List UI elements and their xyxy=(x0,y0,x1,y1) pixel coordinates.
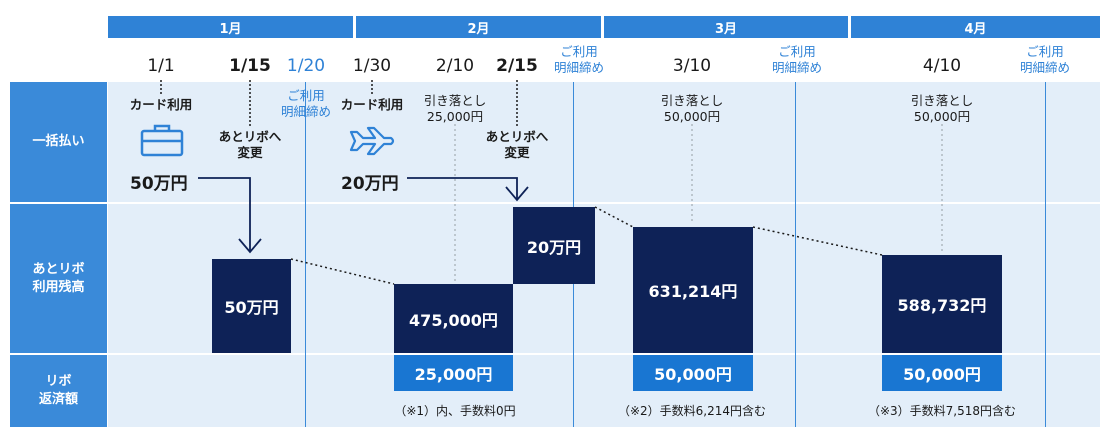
switch-label-feb: あとリボへ 変更 xyxy=(485,129,549,161)
date-2-15: 2/15 xyxy=(496,56,538,76)
fee-note-feb: （※1）内、手数料0円 xyxy=(394,404,516,418)
month-march: 3月 xyxy=(604,16,848,38)
amount-feb: 20万円 xyxy=(341,174,399,194)
flow-line-feb xyxy=(407,177,518,200)
card-use-label-jan: カード利用 xyxy=(129,97,193,112)
statement-close-apr: ご利用 明細締め xyxy=(1019,44,1071,75)
card-use-label-feb: カード利用 xyxy=(340,97,404,112)
flow-line-jan xyxy=(198,177,251,252)
row-header-repayment: リボ 返済額 xyxy=(10,355,107,427)
date-1-30: 1/30 xyxy=(352,56,392,76)
date-1-20: 1/20 xyxy=(286,56,326,76)
briefcase-icon xyxy=(140,124,184,157)
date-1-15: 1/15 xyxy=(229,56,271,76)
switch-label-jan: あとリボへ 変更 xyxy=(218,129,282,161)
date-3-10: 3/10 xyxy=(672,56,712,76)
date-1-1: 1/1 xyxy=(147,56,175,76)
statement-close-mar: ご利用 明細締め xyxy=(771,44,823,75)
airplane-icon xyxy=(349,126,395,156)
balance-block-jan: 50万円 xyxy=(212,259,291,353)
close-line-jan xyxy=(305,82,306,427)
month-january: 1月 xyxy=(108,16,353,38)
balance-block-apr: 588,732円 xyxy=(882,255,1002,353)
arrowhead-feb xyxy=(505,186,529,202)
close-line-mar xyxy=(795,82,796,427)
fee-note-mar: （※2）手数料6,214円含む xyxy=(617,404,767,418)
date-2-10: 2/10 xyxy=(435,56,475,76)
close-line-apr xyxy=(1045,82,1046,427)
band-lump-sum xyxy=(108,82,1100,202)
trend-jan-feb xyxy=(290,258,395,285)
amount-jan: 50万円 xyxy=(130,174,188,194)
balance-block-feb-added: 20万円 xyxy=(513,207,595,284)
trend-mar-apr xyxy=(752,226,883,256)
row-header-lump-sum: 一括払い xyxy=(10,82,107,202)
date-4-10: 4/10 xyxy=(922,56,962,76)
row-header-balance: あとリボ 利用残高 xyxy=(10,204,107,353)
withdrawal-apr: 引き落とし 50,000円 xyxy=(910,93,974,125)
month-april: 4月 xyxy=(851,16,1100,38)
withdrawal-mar: 引き落とし 50,000円 xyxy=(660,93,724,125)
statement-close-feb: ご利用 明細締め xyxy=(553,44,605,75)
balance-block-mar: 631,214円 xyxy=(633,227,753,353)
arrowhead-jan xyxy=(238,238,262,254)
repayment-feb: 25,000円 xyxy=(394,355,513,391)
repayment-apr: 50,000円 xyxy=(882,355,1002,391)
repayment-mar: 50,000円 xyxy=(633,355,753,391)
fee-note-apr: （※3）手数料7,518円含む xyxy=(867,404,1017,418)
withdrawal-feb: 引き落とし 25,000円 xyxy=(423,93,487,125)
balance-block-feb-base: 475,000円 xyxy=(394,284,513,353)
month-february: 2月 xyxy=(356,16,601,38)
trend-feb-mar xyxy=(594,206,634,228)
statement-close-jan: ご利用 明細締め xyxy=(280,88,332,119)
